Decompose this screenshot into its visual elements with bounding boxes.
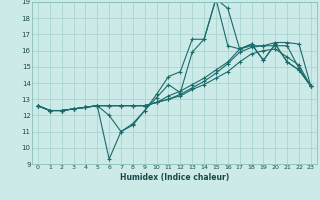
X-axis label: Humidex (Indice chaleur): Humidex (Indice chaleur): [120, 173, 229, 182]
